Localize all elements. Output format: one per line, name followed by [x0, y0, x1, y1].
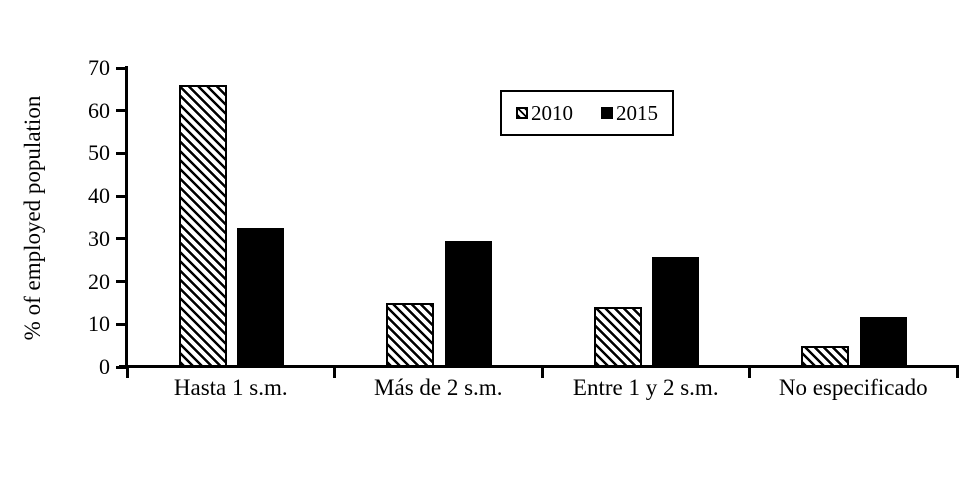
legend-item-2010: 2010	[516, 100, 573, 125]
y-axis-tick	[116, 237, 127, 241]
y-axis-tick-label: 20	[88, 268, 110, 294]
y-axis-tick	[116, 151, 127, 155]
y-axis-tick-label: 40	[88, 183, 110, 209]
legend-swatch-2010-hatched	[516, 107, 528, 119]
bar-2010-1	[386, 302, 435, 367]
bar-2015-2	[652, 257, 700, 367]
y-axis-tick-label: 60	[88, 97, 110, 123]
legend: 2010 2015	[500, 90, 674, 136]
x-axis-tick	[540, 365, 544, 378]
y-axis-tick-label: 70	[88, 55, 110, 80]
bar-2015-1	[444, 240, 492, 367]
y-axis-tick-label: 10	[88, 311, 110, 337]
y-axis-line	[125, 66, 128, 368]
y-axis-tick-label: 30	[88, 225, 110, 251]
legend-label-2010: 2010	[531, 100, 573, 125]
x-axis-line	[119, 365, 958, 368]
y-axis-tick-label: 0	[99, 354, 110, 379]
y-axis-tick	[116, 109, 127, 113]
bar-2015-3	[859, 316, 907, 367]
y-axis-tick	[116, 280, 127, 284]
bar-2010-2	[593, 307, 642, 367]
category-label-0: Hasta 1 s.m.	[173, 375, 288, 400]
bar-2010-0	[178, 85, 227, 367]
y-axis-tick	[116, 322, 127, 326]
bar-2015-0	[237, 228, 285, 367]
y-axis-tick	[116, 66, 127, 70]
y-axis-tick-label: 50	[88, 140, 110, 166]
category-label-3: No especificado	[778, 375, 928, 400]
category-label-2: Entre 1 y 2 s.m.	[572, 375, 719, 400]
legend-swatch-2015-solid	[601, 107, 613, 119]
y-axis-tick	[116, 194, 127, 198]
x-axis-tick	[333, 365, 336, 378]
x-axis-tick	[125, 365, 129, 378]
x-axis-tick	[955, 365, 959, 378]
category-label-1: Más de 2 s.m.	[374, 375, 503, 400]
bar-2010-3	[801, 345, 850, 367]
legend-label-2015: 2015	[616, 100, 658, 125]
x-axis-tick	[748, 365, 751, 378]
legend-item-2015: 2015	[601, 100, 658, 125]
